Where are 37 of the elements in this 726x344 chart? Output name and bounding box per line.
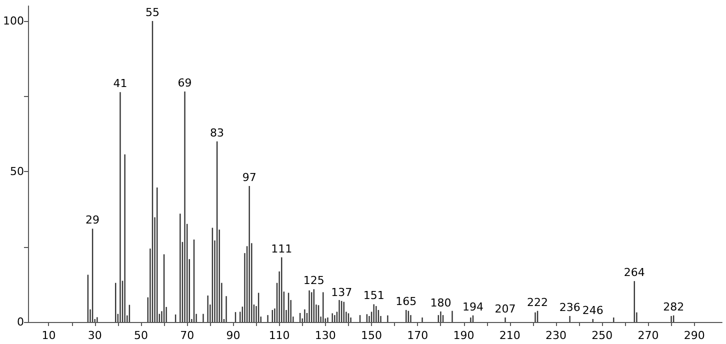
annotation: 222	[527, 296, 548, 309]
x-tick-label: 130	[314, 329, 336, 342]
annotation: 180	[430, 296, 452, 310]
x-tick-label: 10	[42, 329, 56, 342]
annotation: 97	[242, 170, 256, 184]
x-tick-label: 150	[361, 329, 382, 342]
x-tick-label: 210	[499, 329, 520, 342]
annotation: 55	[146, 6, 160, 20]
x-tick-label: 30	[88, 329, 102, 342]
annotation: 151	[363, 289, 384, 302]
x-tick-label: 270	[638, 329, 659, 342]
x-tick-label: 50	[134, 329, 148, 342]
x-tick-label: 110	[268, 329, 290, 342]
y-tick-label: 0	[16, 316, 24, 328]
x-tick-label: 170	[407, 329, 428, 342]
annotation: 41	[113, 77, 128, 90]
x-tick-label: 290	[684, 329, 705, 342]
annotation: 282	[663, 300, 684, 314]
annotation: 83	[210, 126, 224, 140]
annotation: 264	[624, 266, 645, 280]
x-tick-label: 90	[226, 329, 240, 342]
y-tick-label: 50	[10, 165, 24, 178]
annotation: 165	[396, 294, 417, 308]
annotation: 194	[462, 300, 484, 314]
annotation: 125	[303, 274, 324, 288]
x-tick-label: 250	[592, 329, 613, 342]
annotation: 236	[559, 300, 580, 314]
y-tick-label: 100	[2, 14, 24, 28]
x-tick-label: 230	[545, 329, 566, 342]
annotation: 137	[331, 286, 352, 299]
x-tick-label: 190	[453, 329, 474, 342]
annotation: 29	[86, 214, 100, 227]
annotation: 111	[271, 242, 292, 256]
annotation: 246	[582, 304, 604, 317]
annotation: 207	[494, 302, 516, 316]
annotation: 69	[178, 76, 192, 90]
x-tick-label: 70	[180, 329, 194, 342]
